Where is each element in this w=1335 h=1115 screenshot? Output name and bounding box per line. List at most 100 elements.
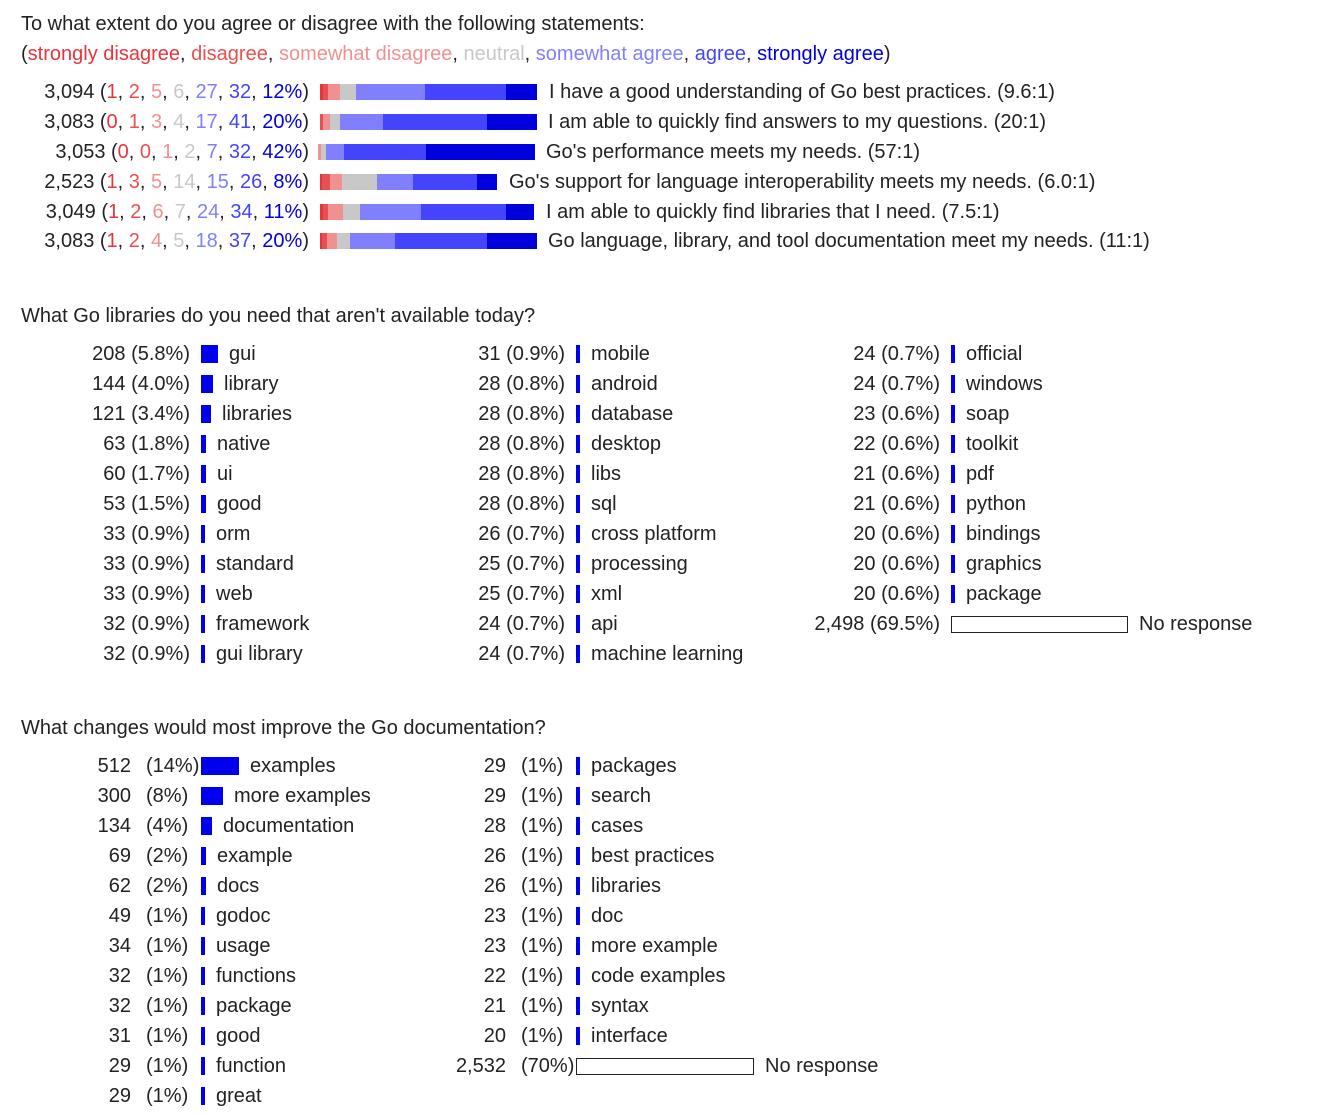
percent-value: (0.9%)	[506, 343, 565, 365]
count-value: 53	[103, 493, 126, 515]
separator: ,	[185, 201, 198, 223]
percent-value: (0.9%)	[131, 613, 190, 635]
count-label: 32	[108, 995, 131, 1017]
count-label: 24 (0.7%)	[478, 612, 565, 636]
bar-segment	[322, 174, 330, 190]
separator: ,	[141, 201, 153, 223]
item-label: doc	[591, 905, 624, 927]
separator: ,	[173, 141, 185, 163]
count-label: 28	[483, 815, 506, 837]
count-bar	[201, 435, 206, 453]
percent-value: 41	[228, 111, 252, 133]
percent-label: (1%)	[146, 905, 189, 927]
libraries-question: What Go libraries do you need that aren'…	[21, 305, 536, 327]
percent-label: (1%)	[146, 995, 189, 1017]
count-label: 144 (4.0%)	[92, 372, 190, 396]
percent-value: (0.6%)	[881, 523, 940, 545]
count-bar	[201, 997, 205, 1015]
percent-value: (0.9%)	[131, 643, 190, 665]
count-value: 63	[103, 433, 126, 455]
percent-value: 4	[151, 230, 163, 252]
percent-value: 1	[108, 201, 120, 223]
bar-segment	[376, 174, 414, 190]
separator: ,	[117, 111, 129, 133]
count-bar	[201, 937, 205, 955]
item-label: android	[591, 373, 658, 395]
count-bar	[951, 585, 955, 603]
legend-item: strongly disagree	[27, 43, 180, 65]
separator: ,	[252, 201, 264, 223]
percent-value: 2	[184, 141, 196, 163]
percent-value: 15	[206, 171, 229, 193]
count-bar	[201, 585, 205, 603]
percent-label: (2%)	[146, 845, 189, 867]
paren: )	[302, 171, 309, 193]
count-value: 32	[103, 613, 126, 635]
bar-segment	[342, 204, 361, 220]
item-label: example	[217, 845, 293, 867]
bar-segment	[337, 233, 350, 249]
paren: (	[94, 81, 107, 103]
item-label: bindings	[966, 523, 1041, 545]
item-label: xml	[591, 583, 623, 605]
separator: ,	[217, 141, 229, 163]
percent-label: (1%)	[146, 1055, 189, 1077]
stacked-bar	[318, 144, 535, 160]
item-label: more example	[591, 935, 718, 957]
percent-value: (0.6%)	[881, 433, 940, 455]
percent-label: (1%)	[146, 965, 189, 987]
separator: ,	[262, 171, 274, 193]
count-value: 24	[853, 343, 876, 365]
item-label: No response	[1139, 613, 1253, 635]
bar-segment	[506, 84, 537, 100]
bar-segment	[355, 84, 425, 100]
bar-segment	[320, 144, 326, 160]
percent-value: 27	[195, 81, 218, 103]
bar-segment	[420, 204, 507, 220]
separator: ,	[117, 171, 129, 193]
count-label: 32	[108, 965, 131, 987]
count-label: 28 (0.8%)	[478, 462, 565, 486]
percent-value: 17	[195, 111, 218, 133]
separator: ,	[163, 201, 175, 223]
count-value: 20	[853, 583, 876, 605]
percent-value: (3.4%)	[131, 403, 190, 425]
item-label: desktop	[591, 433, 662, 455]
bar-segment	[327, 84, 341, 100]
docs-question: What changes would most improve the Go d…	[21, 717, 546, 739]
count-bar	[201, 525, 205, 543]
count-value: 28	[478, 403, 501, 425]
count-bar	[576, 817, 580, 835]
count-label: 121 (3.4%)	[92, 402, 190, 426]
count-bar	[201, 375, 213, 393]
legend-item: somewhat agree	[535, 43, 684, 65]
count-value: 28	[478, 433, 501, 455]
item-label: cases	[591, 815, 644, 837]
count-value: 25	[478, 553, 501, 575]
separator: ,	[217, 111, 229, 133]
paren: )	[302, 201, 309, 223]
bar-segment	[329, 174, 343, 190]
item-label: cross platform	[591, 523, 717, 545]
separator: ,	[139, 111, 152, 133]
count-value: 31	[478, 343, 501, 365]
item-label: function	[216, 1055, 287, 1077]
percent-value: 20%	[262, 230, 303, 252]
percent-label: (1%)	[146, 935, 189, 957]
count-value: 32	[103, 643, 126, 665]
percent-value: (5.8%)	[131, 343, 190, 365]
percent-value: (0.8%)	[506, 433, 565, 455]
separator: ,	[117, 81, 129, 103]
paren: )	[302, 230, 309, 252]
item-label: packages	[591, 755, 677, 777]
bar-segment	[340, 114, 384, 130]
count-label: 53 (1.5%)	[103, 492, 190, 516]
count-bar	[201, 817, 212, 835]
count-bar	[576, 465, 580, 483]
count-bar	[576, 1027, 580, 1045]
count-label: 208 (5.8%)	[92, 342, 190, 366]
legend-open-paren: (	[21, 43, 28, 65]
count-value: 208	[92, 343, 126, 365]
percent-label: (1%)	[521, 815, 564, 837]
percent-value: (0.8%)	[506, 373, 565, 395]
